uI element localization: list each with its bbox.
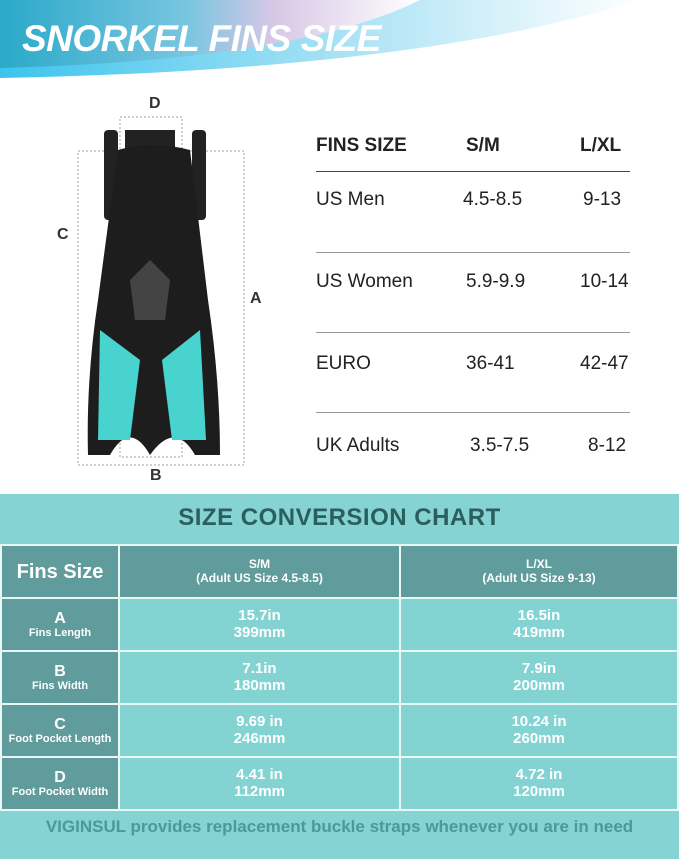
conversion-row: B Fins Width 7.1in 180mm 7.9in 200mm [0,650,679,705]
sm-value: 5.9-9.9 [466,271,526,292]
lxl-label: L/XL [526,557,552,572]
sm-value: 4.5-8.5 [463,189,523,210]
lxl-value: 8-12 [588,435,627,456]
lxl-value-cell: 7.9in 200mm [399,650,679,705]
dimension-letter: A [54,609,66,627]
dimension-letter: C [54,715,66,733]
header-sm: S/M [466,135,500,156]
sm-sublabel: (Adult US Size 4.5-8.5) [196,570,323,585]
fin-illustration [77,116,245,466]
sm-mm: 180mm [233,676,286,694]
header-lxl: L/XL [580,135,622,156]
dimension-label-d: D [149,95,161,112]
dimension-label-b: B [150,467,162,484]
dimension-name: Fins Length [28,627,92,640]
lxl-inches: 10.24 in [511,713,567,730]
sm-mm: 399mm [233,623,286,641]
sm-value-cell: 15.7in 399mm [118,597,401,652]
dimension-letter: D [54,768,66,786]
conversion-chart-title: SIZE CONVERSION CHART [178,504,501,531]
conversion-chart-section: SIZE CONVERSION CHART Fins Size S/M (Adul… [0,494,679,859]
lxl-value: 42-47 [580,353,629,374]
sm-value-cell: 9.69 in 246mm [118,703,401,758]
lxl-inches: 4.72 in [515,766,563,783]
dimension-name: Fins Width [31,680,89,693]
sm-inches: 9.69 in [236,713,283,730]
dimension-cell: C Foot Pocket Length [0,703,120,758]
lxl-mm: 120mm [513,782,565,800]
dimension-label-a: A [250,290,262,307]
header-fins-size: FINS SIZE [316,135,407,156]
dimension-label-c: C [57,226,69,243]
sm-label: S/M [248,557,271,572]
dimension-name: Foot Pocket Length [8,733,112,746]
lxl-value: 9-13 [583,189,622,210]
dimension-cell: D Foot Pocket Width [0,756,120,811]
conversion-header-row: Fins Size S/M (Adult US Size 4.5-8.5) L/X… [0,544,679,599]
conversion-row: A Fins Length 15.7in 399mm 16.5in 419mm [0,597,679,652]
lxl-mm: 260mm [513,729,565,747]
dimension-cell: B Fins Width [0,650,120,705]
lxl-mm: 419mm [513,623,565,641]
conversion-table: Fins Size S/M (Adult US Size 4.5-8.5) L/X… [0,544,679,811]
lxl-inches: 16.5in [517,607,561,624]
row-label: EURO [316,353,371,374]
sm-value-cell: 4.41 in 112mm [118,756,401,811]
row-label: US Men [316,189,385,210]
fins-size-header: Fins Size [0,544,120,599]
sm-value-cell: 7.1in 180mm [118,650,401,705]
dimension-letter: B [54,662,66,680]
lxl-sublabel: (Adult US Size 9-13) [482,570,596,585]
sm-value: 36-41 [466,353,515,374]
header-banner [0,0,640,78]
lxl-mm: 200mm [513,676,565,694]
sm-header: S/M (Adult US Size 4.5-8.5) [118,544,401,599]
lxl-inches: 7.9in [521,660,557,677]
lxl-header: L/XL (Adult US Size 9-13) [399,544,679,599]
conversion-row: C Foot Pocket Length 9.69 in 246mm 10.24 i… [0,703,679,758]
lxl-value-cell: 16.5in 419mm [399,597,679,652]
sm-inches: 4.41 in [236,766,283,783]
row-label: UK Adults [316,435,400,456]
sm-inches: 7.1in [242,660,277,677]
sm-inches: 15.7in [238,607,281,624]
dimension-name: Foot Pocket Width [11,786,109,799]
conversion-row: D Foot Pocket Width 4.41 in 112mm 4.72 in 1… [0,756,679,811]
sm-value: 3.5-7.5 [470,435,530,456]
sm-mm: 112mm [234,782,285,800]
page-title: SNORKEL FINS SIZE [22,18,381,59]
dimension-cell: A Fins Length [0,597,120,652]
sm-mm: 246mm [233,729,286,747]
lxl-value-cell: 10.24 in 260mm [399,703,679,758]
lxl-value: 10-14 [580,271,629,292]
footer-note: VIGINSUL provides replacement buckle str… [45,817,634,836]
row-label: US Women [316,271,413,292]
lxl-value-cell: 4.72 in 120mm [399,756,679,811]
